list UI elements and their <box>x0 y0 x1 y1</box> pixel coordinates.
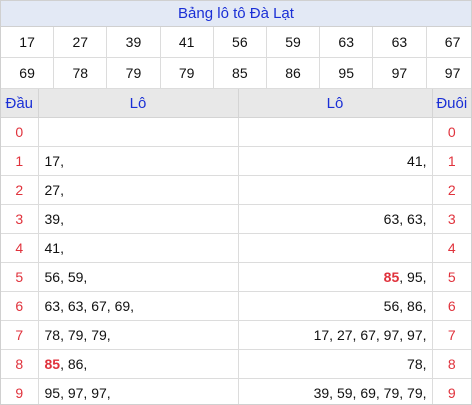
lo-by-dau: 39, <box>37 204 239 234</box>
loto-row: 5 56, 59, 85, 95, 5 <box>1 262 471 292</box>
result-number: 85 <box>213 57 267 89</box>
result-number: 56 <box>213 27 267 58</box>
highlighted-number: 85 <box>44 356 61 372</box>
lo-by-dau: 27, <box>37 175 239 205</box>
loto-table: Đầu Lô Lô Đuôi 0 0 1 17, 41, 1 2 27, 2 3 39, 63, 63… <box>1 89 471 404</box>
result-numbers-table: 17 27 39 41 56 59 63 63 67 69 78 79 79 85 86 95 97 97 <box>1 27 471 89</box>
highlighted-number: 85 <box>383 269 400 285</box>
duoi-digit: 7 <box>431 320 471 350</box>
lo-by-duoi <box>237 233 433 263</box>
lo-by-dau: 56, 59, <box>37 262 239 292</box>
lo-by-dau: 78, 79, 79, <box>37 320 239 350</box>
header-duoi: Đuôi <box>431 89 471 118</box>
loto-row: 2 27, 2 <box>1 175 471 205</box>
duoi-digit: 6 <box>431 291 471 321</box>
result-number: 79 <box>106 57 161 89</box>
loto-row: 1 17, 41, 1 <box>1 146 471 176</box>
result-number: 78 <box>53 57 108 89</box>
lo-by-duoi: 78, <box>237 349 433 379</box>
result-number: 95 <box>319 57 374 89</box>
lo-by-dau: 95, 97, 97, <box>37 378 239 404</box>
lo-by-duoi <box>237 117 433 147</box>
dau-digit: 6 <box>1 291 39 321</box>
numbers-row: 17 27 39 41 56 59 63 63 67 <box>1 27 471 58</box>
loto-row: 9 95, 97, 97, 39, 59, 69, 79, 79, 9 <box>1 378 471 404</box>
result-number: 86 <box>266 57 321 89</box>
loto-row: 8 85, 86, 78, 8 <box>1 349 471 379</box>
lo-by-duoi: 41, <box>237 146 433 176</box>
loto-body: 0 0 1 17, 41, 1 2 27, 2 3 39, 63, 63, 3 4 41, 4 5 56, 59,… <box>1 117 471 404</box>
lo-by-dau: 85, 86, <box>37 349 239 379</box>
lo-by-duoi: 39, 59, 69, 79, 79, <box>237 378 433 404</box>
dau-digit: 4 <box>1 233 39 263</box>
lo-by-duoi <box>237 175 433 205</box>
board-title: Bảng lô tô Đà Lạt <box>1 1 471 27</box>
header-lo-right: Lô <box>237 89 433 118</box>
lo-by-duoi: 85, 95, <box>237 262 433 292</box>
result-number: 63 <box>319 27 374 58</box>
dau-digit: 1 <box>1 146 39 176</box>
dau-digit: 9 <box>1 378 39 404</box>
result-number: 97 <box>372 57 427 89</box>
dau-digit: 5 <box>1 262 39 292</box>
dau-digit: 2 <box>1 175 39 205</box>
loto-row: 4 41, 4 <box>1 233 471 263</box>
dau-digit: 7 <box>1 320 39 350</box>
loto-row: 7 78, 79, 79, 17, 27, 67, 97, 97, 7 <box>1 320 471 350</box>
result-number: 59 <box>266 27 321 58</box>
result-number: 39 <box>106 27 161 58</box>
lo-by-dau: 41, <box>37 233 239 263</box>
dau-digit: 0 <box>1 117 39 147</box>
duoi-digit: 3 <box>431 204 471 234</box>
duoi-digit: 8 <box>431 349 471 379</box>
duoi-digit: 9 <box>431 378 471 404</box>
header-dau: Đầu <box>1 89 39 118</box>
lo-by-dau: 63, 63, 67, 69, <box>37 291 239 321</box>
header-lo-left: Lô <box>37 89 239 118</box>
dau-digit: 8 <box>1 349 39 379</box>
loto-row: 6 63, 63, 67, 69, 56, 86, 6 <box>1 291 471 321</box>
loto-row: 3 39, 63, 63, 3 <box>1 204 471 234</box>
dau-digit: 3 <box>1 204 39 234</box>
result-number: 67 <box>426 27 471 58</box>
duoi-digit: 2 <box>431 175 471 205</box>
lo-by-duoi: 63, 63, <box>237 204 433 234</box>
loto-header-row: Đầu Lô Lô Đuôi <box>1 89 471 118</box>
duoi-digit: 0 <box>431 117 471 147</box>
result-number: 97 <box>426 57 471 89</box>
result-number: 27 <box>53 27 108 58</box>
lo-by-duoi: 56, 86, <box>237 291 433 321</box>
result-number: 79 <box>160 57 214 89</box>
lo-by-duoi: 17, 27, 67, 97, 97, <box>237 320 433 350</box>
lo-by-dau: 17, <box>37 146 239 176</box>
numbers-row: 69 78 79 79 85 86 95 97 97 <box>1 57 471 89</box>
duoi-digit: 5 <box>431 262 471 292</box>
lo-by-dau <box>37 117 239 147</box>
result-number: 69 <box>1 57 55 89</box>
duoi-digit: 4 <box>431 233 471 263</box>
result-number: 63 <box>372 27 427 58</box>
duoi-digit: 1 <box>431 146 471 176</box>
result-number: 41 <box>160 27 214 58</box>
result-number: 17 <box>1 27 55 58</box>
